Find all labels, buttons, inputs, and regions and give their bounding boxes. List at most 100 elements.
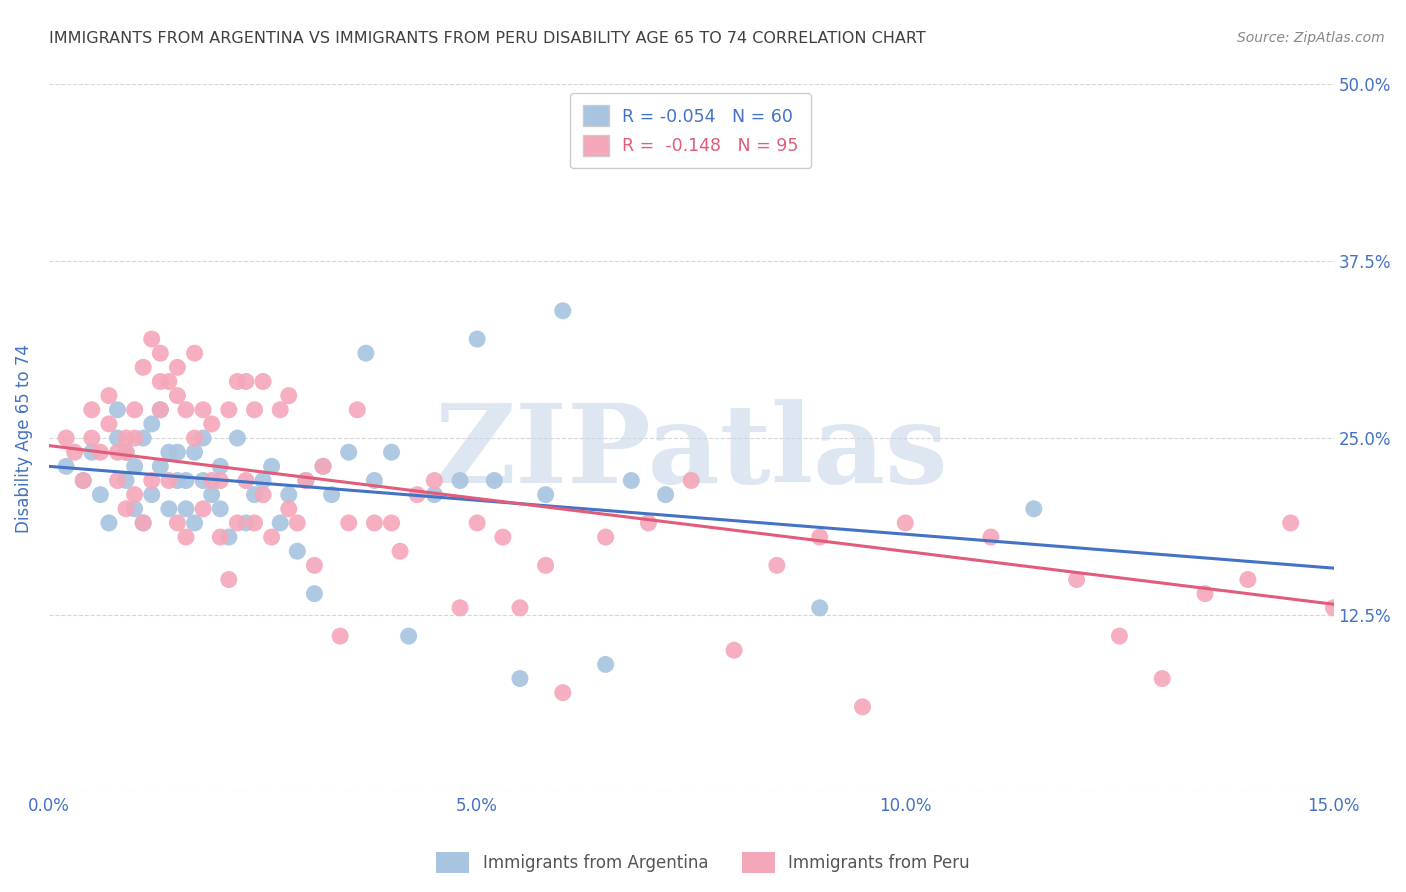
Point [723, 643, 745, 657]
Point [72, 474, 94, 488]
Point [183, 431, 205, 445]
Point [1391, 530, 1406, 544]
Text: IMMIGRANTS FROM ARGENTINA VS IMMIGRANTS FROM PERU DISABILITY AGE 65 TO 74 CORREL: IMMIGRANTS FROM ARGENTINA VS IMMIGRANTS … [49, 31, 927, 46]
Point [124, 459, 146, 474]
Point [124, 488, 146, 502]
Point [97, 417, 120, 431]
Point [465, 332, 488, 346]
Point [295, 474, 318, 488]
Point [595, 530, 617, 544]
Point [174, 501, 197, 516]
Point [1365, 573, 1388, 587]
Point [851, 699, 873, 714]
Point [141, 332, 163, 346]
Point [55, 431, 77, 445]
Point [304, 587, 326, 601]
Point [654, 488, 676, 502]
Point [115, 445, 138, 459]
Point [269, 402, 291, 417]
Point [235, 474, 257, 488]
Point [201, 488, 224, 502]
Point [346, 402, 368, 417]
Point [191, 431, 214, 445]
Point [894, 516, 917, 530]
Point [183, 516, 205, 530]
Point [141, 474, 163, 488]
Point [637, 516, 659, 530]
Point [166, 474, 188, 488]
Point [218, 530, 240, 544]
Point [141, 417, 163, 431]
Point [243, 488, 266, 502]
Point [1152, 672, 1174, 686]
Point [551, 686, 574, 700]
Point [218, 573, 240, 587]
Point [149, 459, 172, 474]
Point [398, 629, 420, 643]
Point [191, 402, 214, 417]
Point [1322, 600, 1344, 615]
Point [149, 402, 172, 417]
Point [115, 445, 138, 459]
Point [80, 431, 103, 445]
Point [321, 488, 343, 502]
Point [285, 544, 308, 558]
Point [260, 530, 283, 544]
Point [423, 488, 446, 502]
Point [209, 530, 232, 544]
Point [1194, 587, 1216, 601]
Point [174, 530, 197, 544]
Legend: Immigrants from Argentina, Immigrants from Peru: Immigrants from Argentina, Immigrants fr… [429, 846, 977, 880]
Legend: R = -0.054   N = 60, R =  -0.148   N = 95: R = -0.054 N = 60, R = -0.148 N = 95 [571, 93, 811, 169]
Point [97, 516, 120, 530]
Point [295, 474, 318, 488]
Point [132, 516, 155, 530]
Point [157, 474, 180, 488]
Point [226, 516, 249, 530]
Point [484, 474, 506, 488]
Point [389, 544, 412, 558]
Point [380, 445, 402, 459]
Y-axis label: Disability Age 65 to 74: Disability Age 65 to 74 [15, 343, 32, 533]
Point [534, 558, 557, 573]
Point [363, 474, 385, 488]
Point [277, 389, 299, 403]
Point [252, 474, 274, 488]
Point [115, 474, 138, 488]
Point [107, 402, 129, 417]
Point [149, 375, 172, 389]
Point [1279, 516, 1302, 530]
Point [312, 459, 335, 474]
Point [201, 417, 224, 431]
Point [191, 501, 214, 516]
Point [183, 445, 205, 459]
Point [681, 474, 703, 488]
Point [209, 474, 232, 488]
Point [380, 516, 402, 530]
Point [509, 600, 531, 615]
Point [115, 431, 138, 445]
Point [183, 346, 205, 360]
Point [166, 389, 188, 403]
Point [260, 459, 283, 474]
Point [285, 516, 308, 530]
Point [304, 558, 326, 573]
Point [1237, 573, 1260, 587]
Point [509, 672, 531, 686]
Point [406, 488, 429, 502]
Point [252, 375, 274, 389]
Point [218, 402, 240, 417]
Point [201, 474, 224, 488]
Point [980, 530, 1002, 544]
Point [132, 431, 155, 445]
Point [166, 445, 188, 459]
Point [312, 459, 335, 474]
Text: ZIPatlas: ZIPatlas [434, 399, 948, 506]
Point [766, 558, 789, 573]
Point [226, 375, 249, 389]
Point [63, 445, 86, 459]
Point [243, 402, 266, 417]
Point [124, 402, 146, 417]
Point [89, 488, 111, 502]
Point [620, 474, 643, 488]
